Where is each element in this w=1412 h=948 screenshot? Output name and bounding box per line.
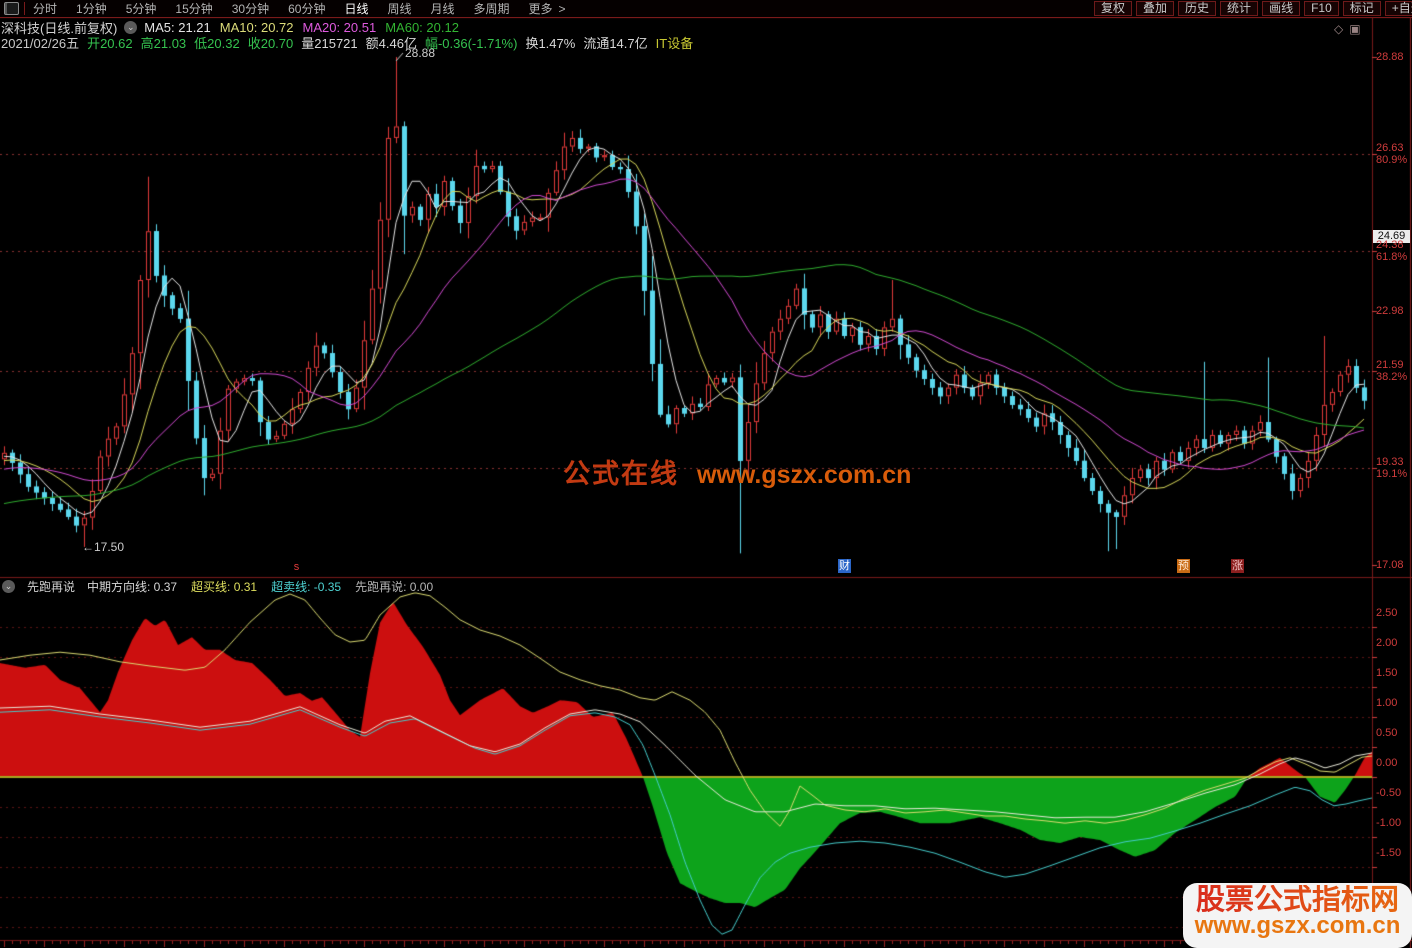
toolbar-button-2[interactable]: 历史	[1178, 1, 1217, 16]
menu-item-0[interactable]: 分时	[33, 2, 58, 16]
axis-label: 21.59	[1376, 358, 1404, 371]
axis-label: 80.9%	[1376, 153, 1408, 166]
axis-label: 2.50	[1376, 607, 1398, 619]
quote-field-1: 开20.62	[87, 36, 133, 51]
axis-label: 0.50	[1376, 727, 1398, 739]
ma-labels: MA5: 21.21 MA10: 20.72 MA20: 20.51 MA60: 20…	[144, 20, 459, 35]
low-price-annotation: ←17.50	[82, 539, 125, 554]
toolbar-button-3[interactable]: 统计	[1220, 1, 1259, 16]
chart-window-icons: ◇▣	[1334, 22, 1367, 36]
corner-watermark: 股票公式指标网 www.gszx.com.cn	[1183, 883, 1412, 948]
axis-label: 1.00	[1376, 697, 1398, 709]
toolbar-button-0[interactable]: 复权	[1094, 1, 1133, 16]
quote-field-9: 流通14.7亿	[583, 36, 648, 51]
indicator-name[interactable]: 先跑再说	[27, 579, 76, 594]
quote-field-4: 收20.70	[247, 36, 294, 51]
watermark-url: www.gszx.com.cn	[697, 461, 912, 489]
ma-label-1: MA10: 20.72	[219, 20, 294, 35]
axis-label: -1.00	[1376, 817, 1402, 829]
toolbar-button-1[interactable]: 叠加	[1136, 1, 1175, 16]
indicator-field-3: 先跑再说: 0.00	[355, 579, 434, 594]
watermark-brand: 股票公式指标网	[1183, 885, 1412, 915]
toolbar-button-4[interactable]: 画线	[1262, 1, 1301, 16]
period-menu: 分时 1分钟 5分钟 15分钟 30分钟 60分钟 日线 周线 月线 多周期 更多	[33, 0, 553, 17]
indicator-field-0: 中期方向线: 0.37	[87, 579, 178, 594]
center-watermark: 公式在线 www.gszx.com.cn	[563, 452, 911, 491]
event-marker-2[interactable]: 预	[1177, 559, 1190, 573]
menu-item-9[interactable]: 多周期	[473, 2, 510, 16]
indicator-values: 中期方向线: 0.37 超买线: 0.31 超卖线: -0.35 先跑再说: 0.00	[87, 578, 433, 595]
toolbar-button-5[interactable]: F10	[1304, 1, 1339, 16]
ma-label-3: MA60: 20.12	[385, 20, 459, 35]
quote-field-5: 量215721	[301, 36, 358, 51]
quote-field-2: 高21.03	[140, 36, 187, 51]
event-marker-0[interactable]: s	[293, 561, 300, 573]
menu-item-10[interactable]: 更多	[528, 2, 553, 16]
menu-item-5[interactable]: 60分钟	[288, 2, 326, 16]
axis-label: 0.00	[1376, 757, 1398, 769]
axis-label: 2.00	[1376, 637, 1398, 649]
axis-label: 19.33	[1376, 456, 1404, 469]
quote-field-8: 换1.47%	[525, 36, 576, 51]
axis-label: -0.50	[1376, 787, 1402, 799]
quote-field-6: 额4.46亿	[365, 36, 417, 51]
menu-divider	[24, 2, 25, 15]
diamond-icon[interactable]: ◇	[1334, 22, 1350, 36]
price-tag: 24.69	[1373, 230, 1410, 244]
quote-field-10: IT设备	[655, 36, 694, 51]
axis-label: -1.50	[1376, 847, 1402, 859]
event-marker-1[interactable]: 财	[838, 559, 851, 573]
axis-label: 24.38	[1376, 238, 1404, 251]
axis-label: 1.50	[1376, 667, 1398, 679]
top-menubar: 分时 1分钟 5分钟 15分钟 30分钟 60分钟 日线 周线 月线 多周期 更多 > 复权 叠加 历史…	[0, 0, 1412, 18]
sub-indicator-header: ⌄ 先跑再说 中期方向线: 0.37 超买线: 0.31 超卖线: -0.35 先跑再…	[2, 578, 433, 595]
menu-item-2[interactable]: 5分钟	[125, 2, 157, 16]
quote-field-3: 低20.32	[194, 36, 240, 51]
menu-item-1[interactable]: 1分钟	[76, 2, 107, 16]
toolbar-button-7[interactable]: +自选	[1384, 1, 1412, 16]
menu-item-6[interactable]: 日线	[344, 2, 369, 16]
axis-label: 28.88	[1376, 51, 1404, 63]
axis-label: 22.98	[1376, 305, 1404, 317]
quote-field-0: 2021/02/26五	[1, 36, 80, 51]
axis-label: 26.63	[1376, 141, 1404, 154]
watermark-brand: 公式在线	[563, 459, 679, 489]
menu-item-3[interactable]: 15分钟	[175, 2, 213, 16]
quote-field-7: 幅-0.36(-1.71%)	[424, 36, 518, 51]
indicator-field-2: 超卖线: -0.35	[271, 579, 342, 594]
menu-item-4[interactable]: 30分钟	[231, 2, 270, 16]
ma-label-2: MA20: 20.51	[302, 20, 377, 35]
watermark-url: www.gszx.com.cn	[1194, 912, 1401, 939]
indicator-field-1: 超买线: 0.31	[191, 579, 258, 594]
axis-label: 17.08	[1376, 559, 1404, 571]
axis-label: 19.1%	[1376, 468, 1408, 481]
panel-icon[interactable]: ▣	[1349, 22, 1367, 36]
axis-label: 61.8%	[1376, 250, 1408, 263]
title-row: 深科技(日线.前复权) ⌄ MA5: 21.21 MA10: 20.72 MA20:…	[1, 20, 459, 36]
quote-info-row: 2021/02/26五 开20.62 高21.03 低20.32 收20.70 量2157…	[1, 35, 694, 51]
chevron-right-icon[interactable]: >	[558, 1, 566, 16]
menu-item-7[interactable]: 周线	[387, 2, 412, 16]
axis-label: 38.2%	[1376, 370, 1408, 383]
collapse-icon[interactable]: ⌄	[124, 21, 138, 34]
menu-item-8[interactable]: 月线	[430, 2, 455, 16]
layout-icon[interactable]	[4, 2, 19, 15]
toolbar-button-6[interactable]: 标记	[1342, 1, 1381, 16]
stock-title[interactable]: 深科技(日线.前复权)	[1, 21, 118, 36]
event-marker-3[interactable]: 涨	[1231, 559, 1244, 573]
ma-label-0: MA5: 21.21	[144, 20, 211, 35]
high-price-annotation: 28.88	[405, 46, 436, 60]
collapse-icon[interactable]: ⌄	[2, 579, 15, 593]
